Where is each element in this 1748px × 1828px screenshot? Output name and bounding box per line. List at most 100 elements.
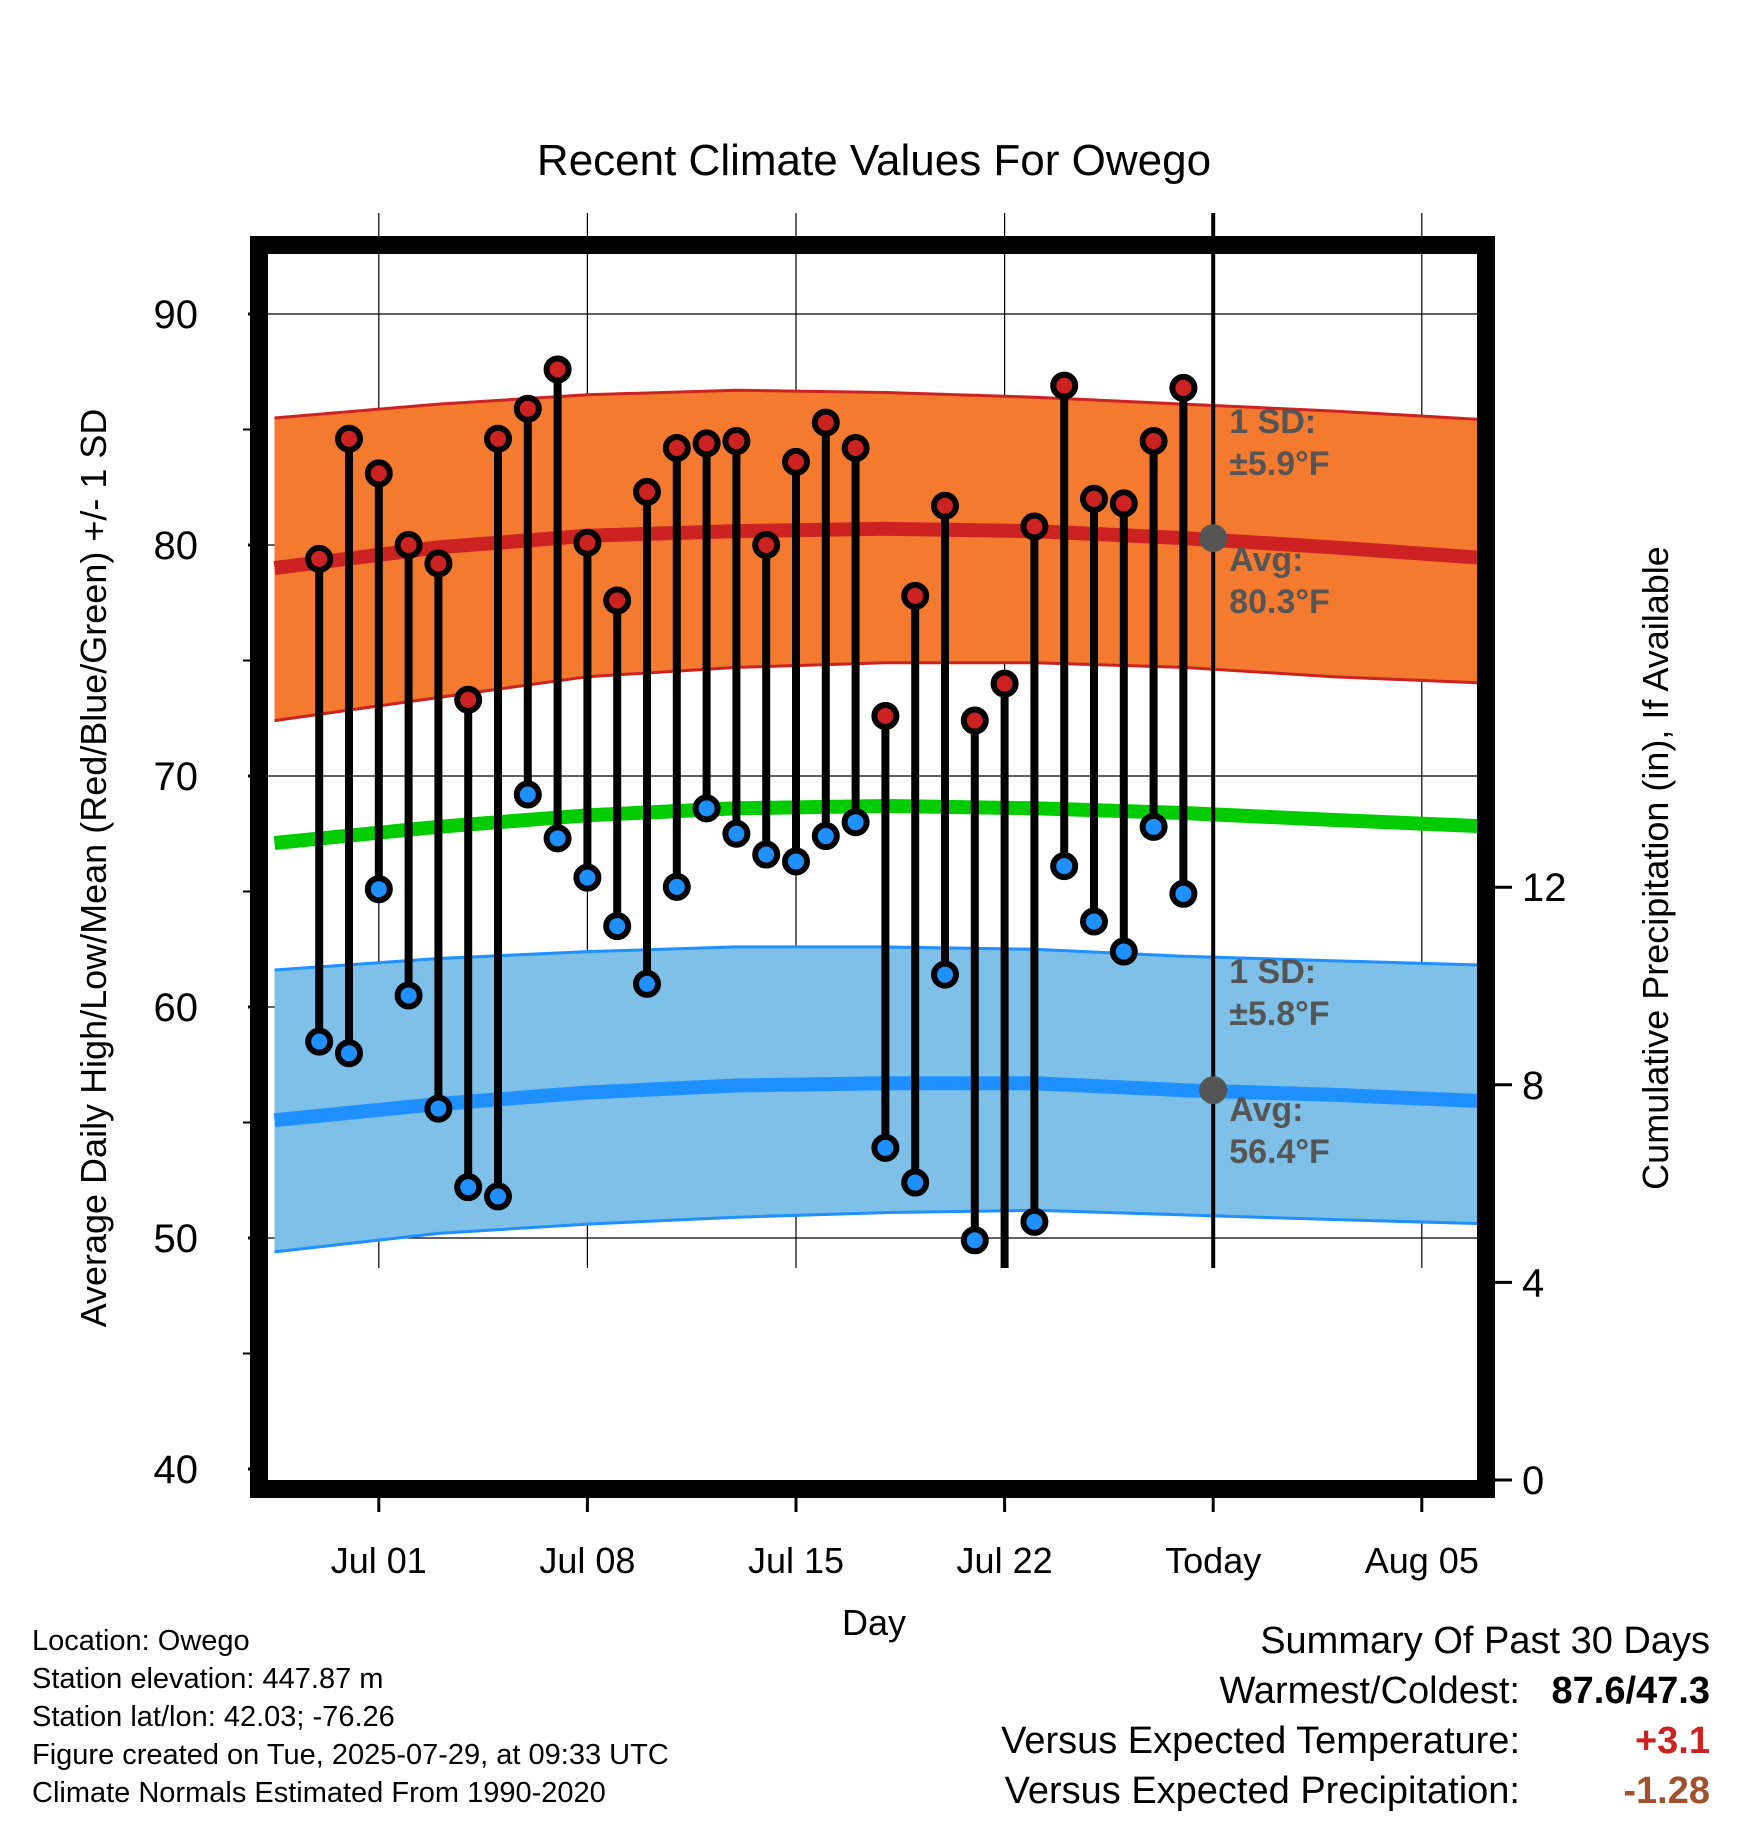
- daily-low-point: [722, 819, 751, 848]
- summary-warm-cold: Warmest/Coldest: 87.6/47.3: [1001, 1670, 1710, 1720]
- daily-high-point: [931, 491, 959, 520]
- daily-low-point: [811, 822, 840, 851]
- x-tick-label: Jul 15: [748, 1540, 844, 1581]
- summary-title: Summary Of Past 30 Days: [1260, 1620, 1710, 1662]
- y-axis-label: Average Daily High/Low/Mean (Red/Blue/Gr…: [73, 409, 114, 1328]
- summary-temp: Versus Expected Temperature: +3.1: [1001, 1720, 1710, 1770]
- days-count-word: Days: [1225, 1425, 1306, 1463]
- daily-low-point: [871, 1133, 900, 1162]
- y-tick-label: 50: [154, 1217, 199, 1261]
- daily-low-point: [994, 1289, 1016, 1311]
- daily-low-point: [931, 960, 959, 989]
- daily-low-point: [424, 1094, 453, 1123]
- high-sd-value: ±5.9°F: [1229, 445, 1329, 483]
- y2-tick-label: 12: [1522, 866, 1567, 910]
- y-tick-label: 70: [154, 755, 199, 799]
- daily-high-point: [484, 424, 512, 453]
- footer-normals: Climate Normals Estimated From 1990-2020: [32, 1777, 606, 1809]
- today-normal-high-marker: [1199, 524, 1228, 553]
- temp-value: +3.1: [1634, 1720, 1710, 1762]
- daily-high-point: [782, 447, 810, 476]
- daily-low-point: [752, 840, 781, 869]
- footer-created: Figure created on Tue, 2025-07-29, at 09…: [32, 1739, 669, 1771]
- high-sd-upper-line: [274, 388, 1477, 421]
- high-sd-label: 1 SD:: [1229, 403, 1316, 441]
- daily-high-point: [1080, 484, 1108, 513]
- daily-low-point: [1169, 879, 1198, 908]
- plot-area: 1 SD: ±5.9°F Avg: 80.3°F 1 SD: ±5.8°F Avg: 56.4…: [268, 213, 1497, 1481]
- y-tick-label: 90: [154, 293, 199, 337]
- daily-high-point: [871, 701, 900, 730]
- daily-high-point: [513, 394, 542, 423]
- temp-label: Versus Expected Temperature:: [1001, 1720, 1520, 1762]
- daily-high-point: [394, 531, 423, 559]
- daily-low-point: [1020, 1207, 1049, 1236]
- low-sd-lower-line: [274, 1208, 1477, 1254]
- chart-title: Recent Climate Values For Owego: [537, 136, 1211, 185]
- daily-high-point: [424, 549, 453, 578]
- normal-high-line: [273, 521, 1477, 576]
- daily-high-point: [454, 685, 483, 714]
- daily-high-point: [364, 459, 393, 488]
- daily-low-point: [1109, 937, 1138, 966]
- low-sd-value: ±5.8°F: [1229, 995, 1329, 1033]
- daily-low-point: [1050, 852, 1079, 881]
- daily-low-point: [484, 1182, 512, 1211]
- daily-high-point: [633, 477, 661, 506]
- daily-high-point: [335, 424, 363, 453]
- daily-low-point: [662, 872, 691, 901]
- daily-low-point: [841, 808, 870, 837]
- low-avg-label: Avg:: [1229, 1091, 1303, 1129]
- precip-value: -1.28: [1623, 1770, 1710, 1812]
- daily-low-point: [364, 875, 393, 904]
- plot-frame: [250, 236, 1495, 1498]
- daily-high-point: [811, 408, 840, 437]
- daily-high-point: [841, 433, 870, 462]
- x-tick-label: Jul 08: [539, 1540, 635, 1581]
- daily-low-point: [960, 1226, 989, 1255]
- high-avg-label: Avg:: [1229, 541, 1303, 579]
- daily-low-point: [513, 780, 542, 809]
- daily-low-point: [782, 847, 810, 876]
- daily-high-point: [692, 429, 721, 458]
- precip-area: [275, 1316, 1497, 1481]
- x-tick-label: Jul 22: [957, 1540, 1053, 1581]
- x-tick-label: Jul 01: [331, 1540, 427, 1581]
- y2-axis-label: Cumulative Precipitation (in), If Availa…: [1635, 546, 1676, 1190]
- daily-high-point: [573, 528, 602, 557]
- daily-high-point: [603, 586, 632, 615]
- daily-high-point: [1020, 512, 1049, 541]
- today-normal-low-marker: [1199, 1076, 1228, 1105]
- daily-high-point: [305, 544, 334, 573]
- y2-tick-label: 8: [1522, 1064, 1544, 1108]
- low-sd-band: [274, 946, 1477, 1252]
- daily-low-point: [573, 863, 602, 892]
- daily-low-point: [305, 1027, 334, 1056]
- footer-location: Location: Owego: [32, 1625, 250, 1657]
- daily-low-point: [603, 912, 632, 941]
- daily-high-point: [543, 355, 572, 384]
- daily-high-point: [990, 669, 1019, 698]
- daily-low-point: [335, 1039, 363, 1068]
- daily-high-point: [662, 433, 691, 462]
- high-sd-band: [274, 390, 1477, 721]
- warm-cold-value: 87.6/47.3: [1551, 1670, 1710, 1712]
- daily-low-point: [394, 981, 423, 1010]
- y2-tick-label: 0: [1522, 1459, 1544, 1503]
- y-tick-label: 80: [154, 524, 199, 568]
- high-sd-lower-line: [274, 661, 1477, 723]
- y-tick-label: 60: [154, 986, 199, 1030]
- daily-high-point: [752, 531, 781, 559]
- x-axis-label: Day: [842, 1602, 906, 1643]
- daily-high-point: [1109, 489, 1138, 518]
- days-count-number: 30: [1225, 1383, 1263, 1421]
- daily-high-point: [960, 706, 989, 735]
- daily-high-point: [1050, 371, 1079, 400]
- low-sd-label: 1 SD:: [1229, 953, 1316, 991]
- daily-low-point: [1080, 907, 1108, 936]
- precip-label: Versus Expected Precipitation:: [1004, 1770, 1520, 1812]
- footer-info: Location: Owego Station elevation: 447.8…: [32, 1622, 669, 1812]
- footer-elevation: Station elevation: 447.87 m: [32, 1663, 384, 1695]
- y2-tick-label: 4: [1522, 1261, 1544, 1305]
